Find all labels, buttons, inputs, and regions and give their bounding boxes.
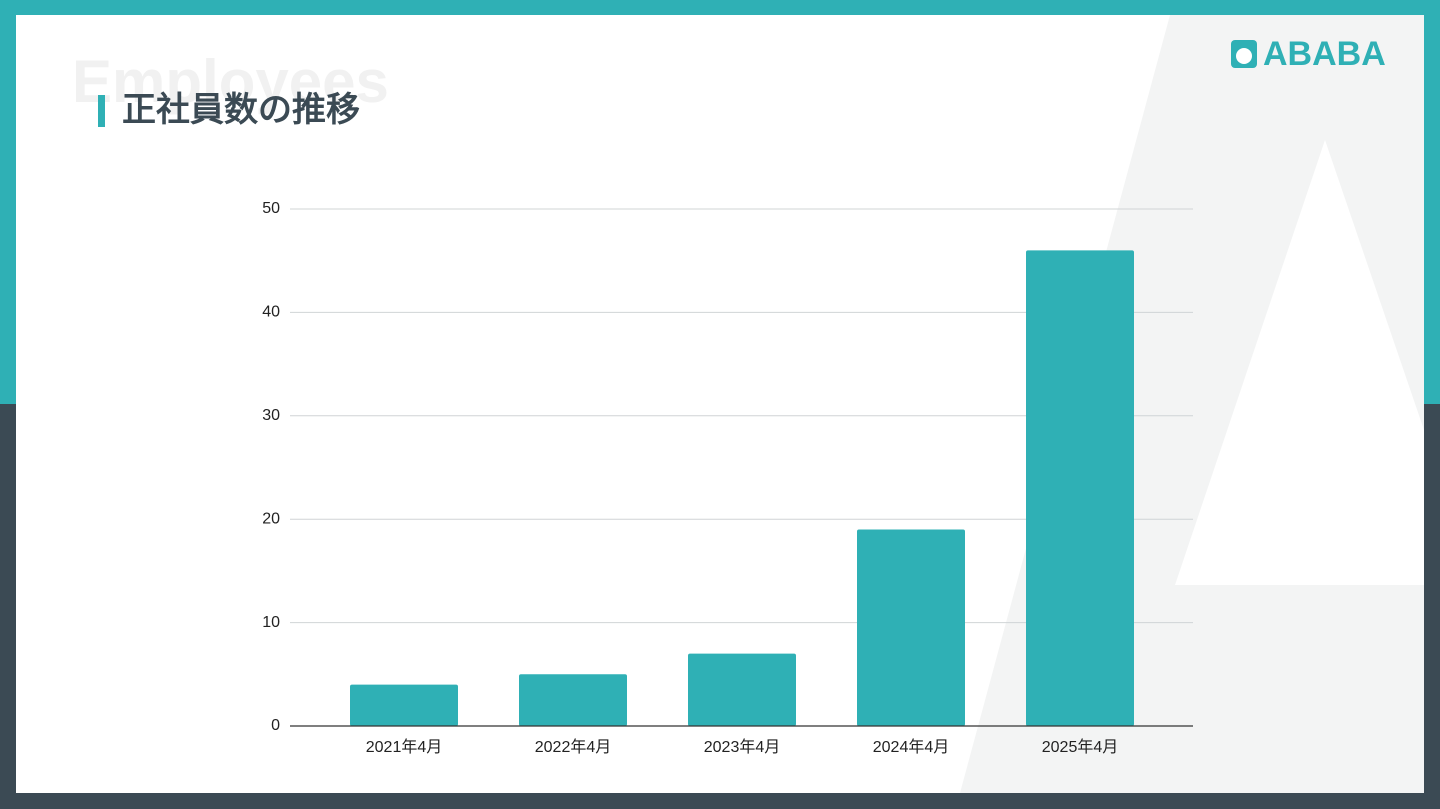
x-tick-label: 2024年4月 [873,738,950,756]
x-tick-label: 2021年4月 [366,738,443,756]
y-tick-label: 30 [262,407,280,424]
chart: 0 10 20 30 40 50 2021年4月 2022年4月 2023年4月 2024年4月 2… [262,200,1193,756]
logo-text: ABABA [1263,35,1386,73]
y-tick-label: 0 [271,717,280,734]
y-tick-label: 50 [262,200,280,217]
x-tick-label: 2023年4月 [704,738,781,756]
y-tick-label: 20 [262,510,280,527]
bar [519,674,627,726]
title-accent [98,95,105,127]
bar [1026,250,1134,727]
bar [688,653,796,726]
slide-title: 正社員数の推移 [122,91,360,129]
watermark: Employees [72,48,389,115]
y-tick-label: 10 [262,614,280,631]
logo-face [1236,48,1252,64]
x-tick-label: 2022年4月 [535,738,612,756]
y-tick-label: 40 [262,304,280,321]
bar [350,684,458,726]
bar [857,529,965,726]
bg-letter-cut [1175,140,1424,585]
x-tick-label: 2025年4月 [1042,738,1119,756]
